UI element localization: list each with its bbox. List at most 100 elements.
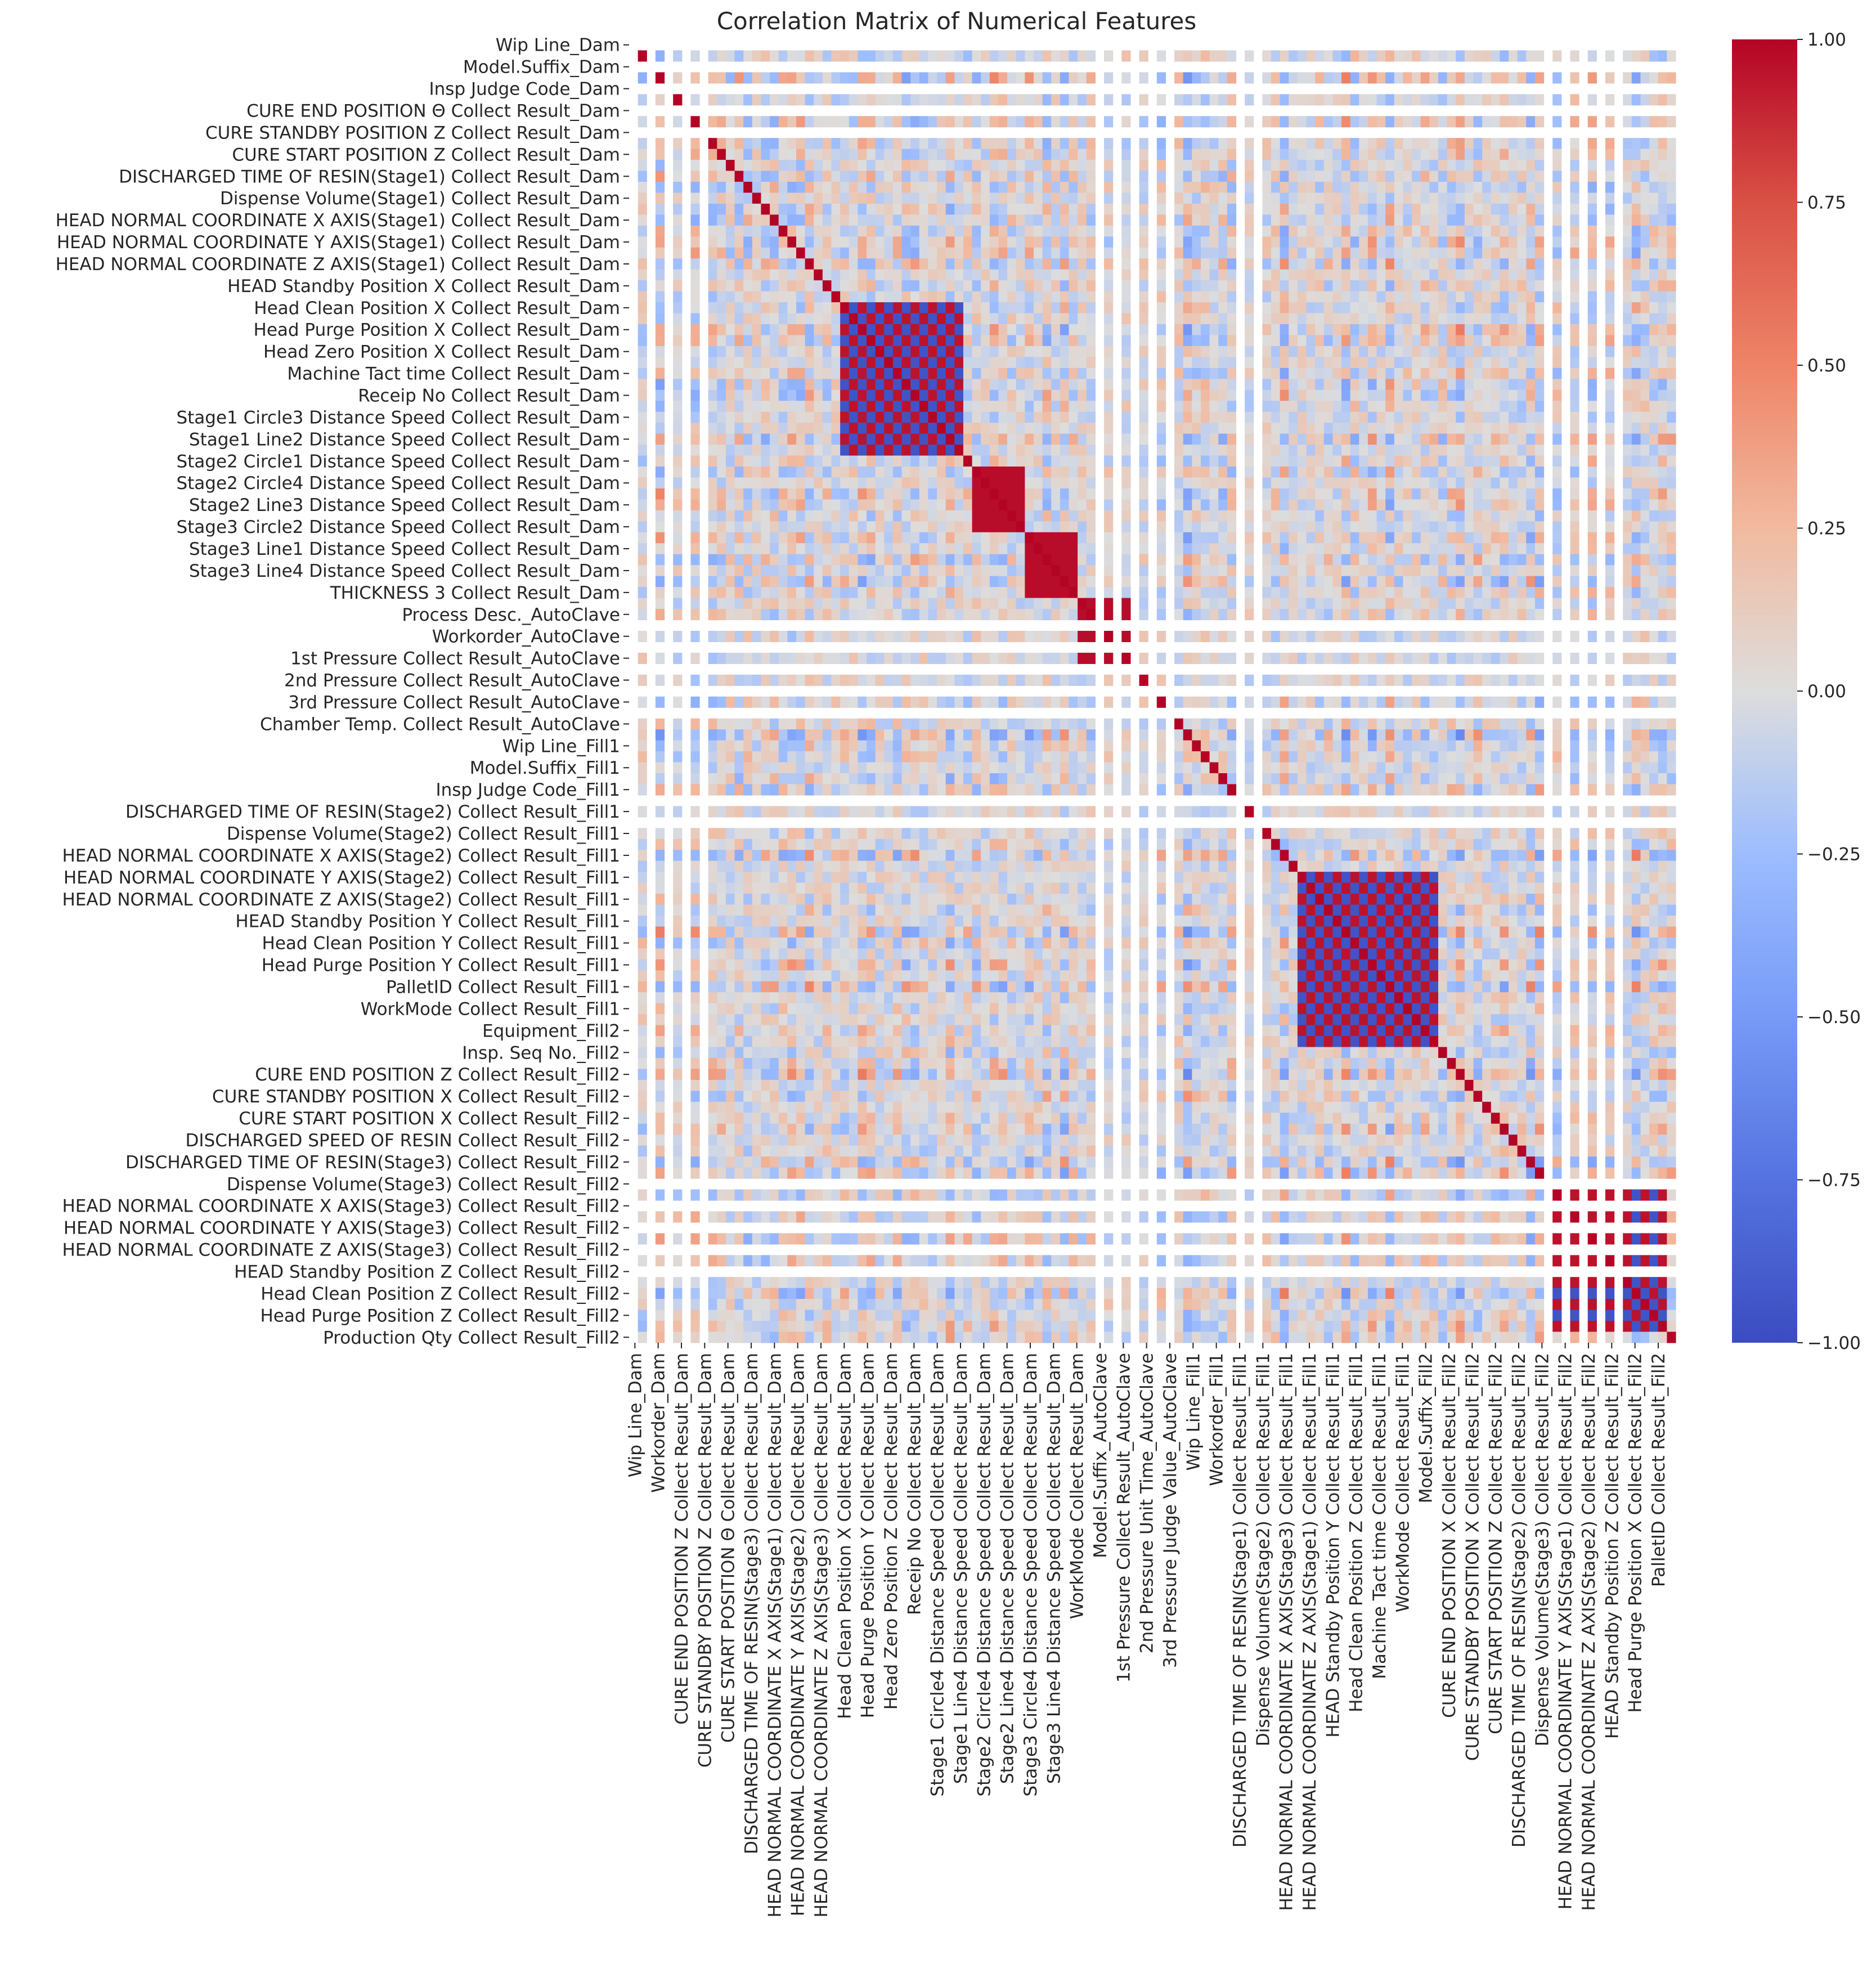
heatmap-cell	[638, 565, 647, 577]
heatmap-cell	[910, 357, 920, 369]
heatmap-cell	[1403, 313, 1412, 325]
heatmap-cell	[1376, 346, 1386, 357]
heatmap-cell	[1605, 532, 1615, 544]
heatmap-cell	[875, 521, 885, 533]
heatmap-cell	[972, 554, 981, 566]
heatmap-cell	[1289, 280, 1298, 292]
heatmap-cell	[787, 445, 797, 456]
heatmap-cell	[1350, 247, 1359, 259]
heatmap-cell	[1658, 411, 1667, 423]
heatmap-cell	[1570, 367, 1579, 379]
heatmap-cell	[761, 149, 770, 160]
heatmap-cell	[1605, 554, 1615, 566]
heatmap-cell	[1491, 554, 1500, 566]
heatmap-cell	[1403, 280, 1412, 292]
heatmap-cell	[1456, 367, 1465, 379]
heatmap-cell	[814, 346, 823, 357]
heatmap-cell	[734, 269, 744, 281]
heatmap-cell	[892, 379, 903, 391]
heatmap-cell	[1491, 389, 1500, 401]
heatmap-cell	[1623, 116, 1632, 128]
heatmap-cell	[725, 455, 735, 467]
heatmap-cell	[840, 214, 850, 226]
heatmap-cell	[1649, 532, 1659, 544]
heatmap-cell	[734, 467, 744, 478]
heatmap-cell	[1341, 367, 1351, 379]
heatmap-cell	[1667, 488, 1676, 500]
heatmap-cell	[1631, 379, 1641, 391]
heatmap-cell	[1200, 367, 1210, 379]
heatmap-cell	[708, 72, 717, 84]
heatmap-cell	[1517, 379, 1527, 391]
heatmap-cell	[1297, 411, 1307, 423]
heatmap-cell	[1509, 433, 1518, 445]
heatmap-cell	[1473, 116, 1483, 128]
heatmap-cell	[963, 160, 973, 172]
heatmap-cell	[928, 554, 937, 566]
heatmap-cell	[831, 280, 841, 292]
heatmap-cell	[1517, 225, 1527, 237]
heatmap-cell	[1482, 313, 1492, 325]
heatmap-cell	[1262, 346, 1272, 357]
heatmap-cell	[1051, 335, 1061, 347]
heatmap-cell	[822, 247, 832, 259]
heatmap-cell	[1297, 532, 1307, 544]
heatmap-cell	[884, 171, 894, 182]
heatmap-cell	[1271, 423, 1281, 434]
heatmap-cell	[867, 379, 876, 391]
heatmap-cell	[963, 313, 973, 325]
heatmap-cell	[849, 433, 858, 445]
heatmap-cell	[1139, 433, 1148, 445]
heatmap-cell	[1042, 116, 1052, 128]
heatmap-cell	[1227, 149, 1237, 160]
heatmap-cell	[1192, 214, 1201, 226]
heatmap-cell	[919, 182, 929, 194]
heatmap-cell	[928, 247, 937, 259]
heatmap-cell	[822, 467, 832, 478]
heatmap-cell	[1367, 302, 1377, 314]
heatmap-cell	[814, 258, 823, 270]
heatmap-cell	[1183, 324, 1192, 336]
heatmap-cell	[1570, 532, 1579, 544]
heatmap-cell	[1262, 554, 1272, 566]
heatmap-cell	[849, 532, 858, 544]
heatmap-cell	[1605, 280, 1615, 292]
heatmap-cell	[989, 521, 999, 533]
heatmap-cell	[1412, 247, 1421, 259]
heatmap-cell	[1121, 138, 1131, 150]
heatmap-cell	[1200, 116, 1210, 128]
heatmap-cell	[1534, 411, 1545, 423]
heatmap-cell	[1491, 433, 1500, 445]
heatmap-cell	[1403, 423, 1412, 434]
heatmap-cell	[954, 521, 964, 533]
heatmap-cell	[1526, 225, 1536, 237]
heatmap-cell	[928, 379, 937, 391]
heatmap-cell	[919, 214, 929, 226]
heatmap-cell	[954, 379, 964, 391]
heatmap-cell	[1394, 510, 1404, 522]
heatmap-cell	[1315, 138, 1325, 150]
heatmap-cell	[1218, 576, 1228, 588]
heatmap-cell	[822, 72, 832, 84]
heatmap-cell	[1016, 280, 1025, 292]
heatmap-cell	[734, 50, 744, 62]
heatmap-cell	[910, 171, 920, 182]
heatmap-cell	[796, 324, 806, 336]
heatmap-cell	[638, 445, 647, 456]
heatmap-cell	[1183, 433, 1192, 445]
heatmap-cell	[1060, 236, 1070, 248]
heatmap-cell	[1412, 302, 1421, 314]
heatmap-cell	[1332, 510, 1342, 522]
heatmap-cell	[972, 269, 981, 281]
heatmap-cell	[1016, 411, 1025, 423]
heatmap-cell	[1447, 302, 1456, 314]
heatmap-cell	[1456, 313, 1465, 325]
heatmap-cell	[1218, 280, 1228, 292]
heatmap-cell	[867, 247, 876, 259]
heatmap-cell	[1658, 160, 1667, 172]
heatmap-cell	[778, 423, 788, 434]
heatmap-cell	[1262, 247, 1272, 259]
heatmap-cell	[796, 346, 806, 357]
heatmap-cell	[814, 192, 823, 204]
heatmap-cell	[928, 576, 937, 588]
